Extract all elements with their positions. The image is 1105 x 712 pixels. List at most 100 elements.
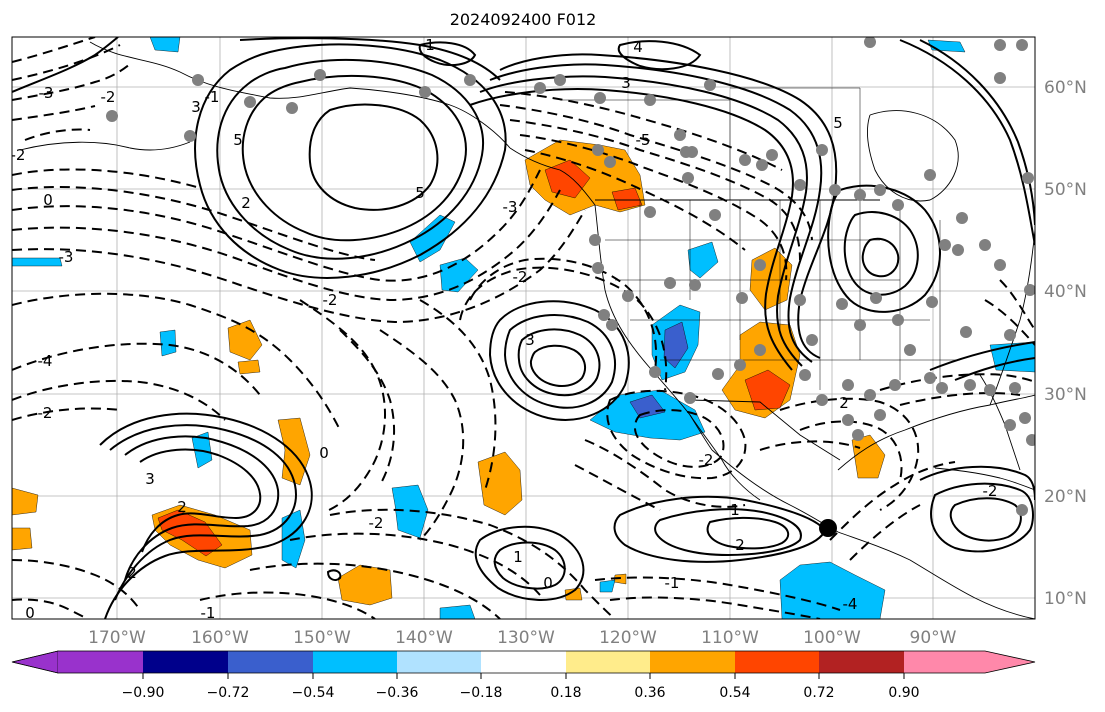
lon-label: 170°W [88, 628, 146, 648]
contour-small-1 [326, 569, 342, 581]
contour-label: 5 [415, 184, 425, 202]
contour-label: -4 [38, 352, 53, 370]
contour-hawaii-high-1 [109, 424, 297, 601]
colorbar-tick-label: 0.18 [550, 685, 581, 701]
colorbar-tick-label: −0.18 [460, 685, 503, 701]
dash-subtrop-8 [419, 299, 497, 491]
dash-pacific-3 [12, 209, 586, 324]
contour-mexico-high-1 [613, 495, 827, 563]
solid-contours [12, 37, 1035, 619]
alaska-coast [89, 41, 511, 149]
colorbar: −0.90 −0.72 −0.54 −0.36 −0.18 0.18 0.36 … [11, 650, 1036, 701]
dash-east-1 [999, 279, 1035, 331]
contour-label: -2 [983, 482, 998, 500]
contour-label: -1 [201, 604, 216, 622]
contour-north-small-2 [617, 40, 702, 71]
lon-label: 150°W [293, 628, 351, 648]
dash-northwest-4 [12, 105, 96, 121]
contour-south-high-2 [493, 541, 566, 590]
contour-hawaii-high-2 [124, 435, 280, 581]
storm-marker [819, 519, 837, 537]
colorbar-tick-label: 0.72 [803, 685, 834, 701]
dash-gulf-5 [849, 504, 921, 561]
contour-label: 3 [145, 470, 155, 488]
dash-cal-low-4 [574, 464, 661, 511]
blue-patch-southeast [779, 561, 886, 619]
navy-patch-baja-2 [629, 394, 666, 419]
dash-subtrop-4 [12, 407, 121, 421]
map-panel: -3 -2 -2 -3 0 -2 -2 -4 3 5 5 -5 5 3 4 1 … [12, 36, 1035, 622]
contour-central-high-1 [488, 300, 630, 421]
dash-gulf-east-1 [879, 373, 1035, 391]
orange-patch-subtrop-2 [237, 359, 261, 375]
contour-label: -2 [513, 268, 528, 286]
colorbar-swatch [228, 651, 313, 673]
hudson-bay [867, 110, 959, 202]
contour-label: -2 [369, 514, 384, 532]
contour-label: -2 [323, 291, 338, 309]
orange-patch-gulf [851, 434, 886, 479]
contour-mexico-high-2 [654, 508, 802, 557]
contour-label: 1 [425, 36, 435, 54]
blue-patch-nw-1 [149, 37, 181, 53]
contour-label: -2 [38, 404, 53, 422]
dash-gulf-2 [799, 420, 903, 481]
colorbar-tick-label: −0.54 [292, 685, 335, 701]
dash-subtrop-1 [12, 292, 341, 431]
contour-great-lakes-low-2 [843, 211, 919, 296]
dash-gulf-4 [829, 461, 956, 541]
contour-label: -1 [665, 574, 680, 592]
contour-label: -4 [843, 595, 858, 613]
lon-label: 120°W [599, 628, 657, 648]
dash-subtrop-5 [299, 299, 387, 513]
colorbar-swatch [819, 651, 904, 673]
contour-label: 5 [833, 114, 843, 132]
dash-pacific-5 [12, 168, 201, 189]
map-frame [11, 36, 1036, 620]
colorbar-tick-label: −0.36 [376, 685, 419, 701]
contour-label: -3 [59, 248, 74, 266]
dash-pacific-4 [12, 186, 376, 261]
dash-northwest-5 [24, 128, 91, 141]
lon-label: 100°W [803, 628, 861, 648]
dash-east-2 [984, 299, 1035, 346]
dashed-contours [12, 37, 1035, 619]
contour-label: 2 [127, 564, 137, 582]
lon-label: 160°W [191, 628, 249, 648]
us-west-coast [594, 204, 713, 451]
contour-label: -3 [39, 84, 54, 102]
orange-patch-subtrop-1 [227, 319, 263, 361]
coastlines [19, 41, 1035, 619]
lon-label: 130°W [497, 628, 555, 648]
contour-great-lakes-low-3 [861, 237, 900, 278]
contour-great-lakes-low-1 [827, 184, 941, 313]
colorbar-swatch [143, 651, 228, 673]
contour-north-ring-2 [489, 63, 823, 363]
contour-ne-edge-2 [929, 341, 1035, 371]
dash-pnw-3 [519, 134, 788, 281]
dash-gulf-1 [779, 397, 920, 511]
colorbar-swatch [650, 651, 735, 673]
dash-tropics-1 [329, 508, 616, 619]
contour-label: 0 [25, 604, 35, 622]
gulf-coast [837, 394, 1035, 471]
contour-alaska-high-2 [216, 58, 484, 260]
dash-pacific-1 [12, 169, 541, 282]
blue-patch-subtrop [159, 329, 177, 357]
contour-label: 0 [319, 444, 329, 462]
contour-label: 2 [177, 498, 187, 516]
dash-cal-low-2 [633, 409, 725, 468]
colorbar-swatch [397, 651, 481, 673]
contour-label: 1 [730, 501, 740, 519]
contour-north-small [418, 41, 477, 67]
lat-label: 40°N [1044, 282, 1087, 302]
colorbar-tick-label: 0.54 [719, 685, 750, 701]
contour-label: 3 [621, 74, 631, 92]
dash-pacific-2 [12, 189, 561, 302]
blue-patch-pacific-w [12, 257, 63, 267]
contour-label: 5 [233, 131, 243, 149]
contour-central-high-4 [529, 344, 587, 387]
orange-patch-central [477, 451, 523, 516]
east-coast [989, 229, 1035, 406]
contour-label: -3 [503, 198, 518, 216]
